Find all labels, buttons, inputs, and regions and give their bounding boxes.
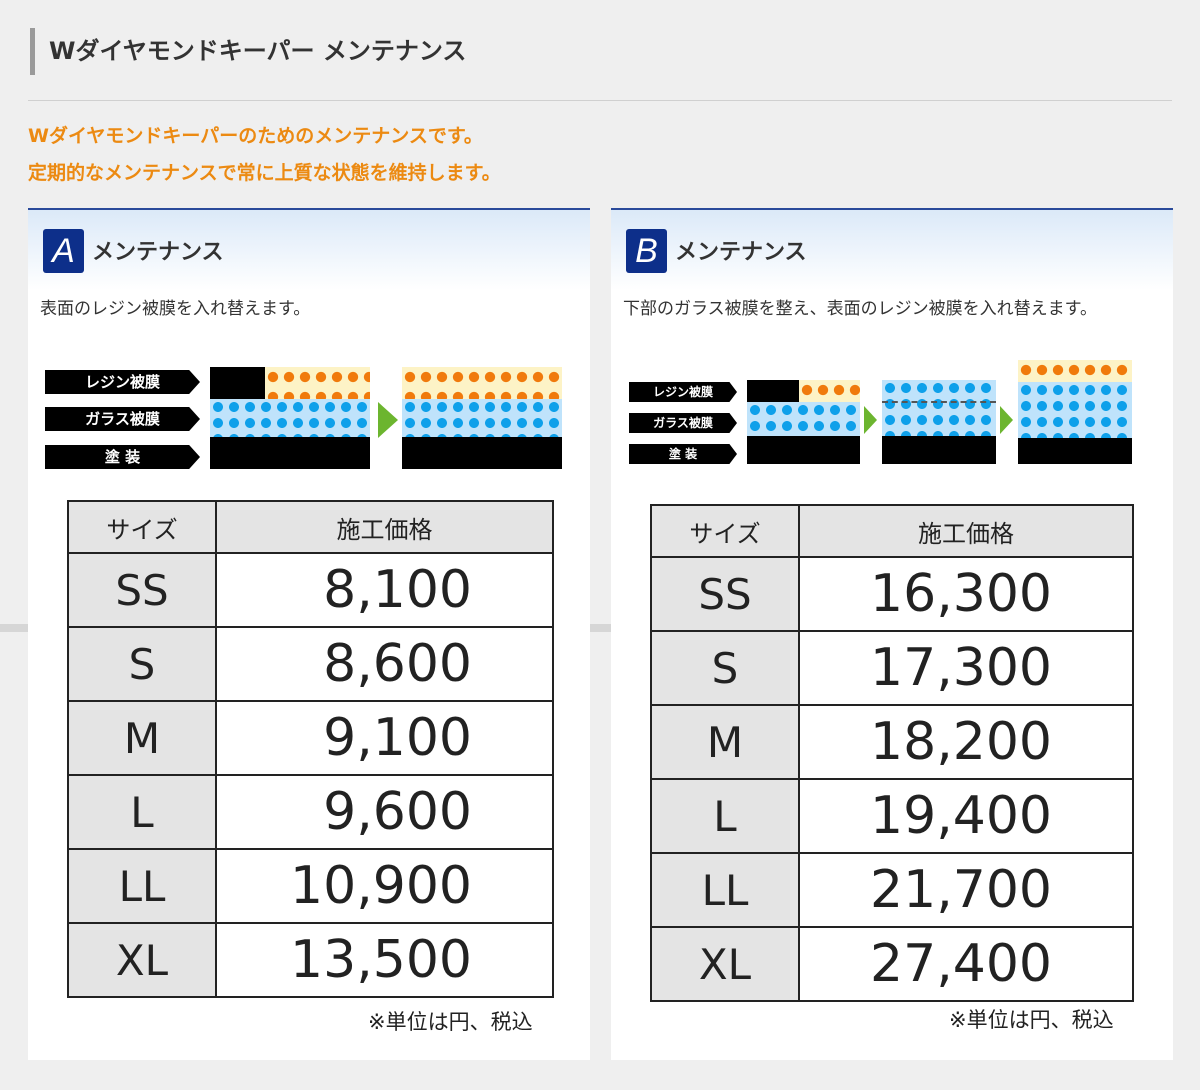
table-row: S 17,300: [650, 630, 1134, 706]
price-cell: 9,100: [215, 700, 554, 776]
price-cell: 13,500: [215, 922, 554, 998]
table-row: XL 27,400: [650, 926, 1134, 1002]
price-cell: 8,600: [215, 626, 554, 702]
column-header: 施工価格: [215, 500, 554, 554]
badge-b: B: [626, 229, 667, 273]
size-cell: M: [67, 700, 217, 776]
panel-description: 下部のガラス被膜を整え、表面のレジン被膜を入れ替えます。: [623, 299, 1097, 319]
size-cell: XL: [67, 922, 217, 998]
layer-label-paint: 塗 装: [45, 445, 200, 469]
size-cell: M: [650, 704, 800, 780]
size-cell: S: [650, 630, 800, 706]
after-illustration: [402, 367, 562, 469]
column-header: 施工価格: [798, 504, 1134, 558]
middle-illustration: [882, 380, 996, 464]
price-cell: 8,100: [215, 552, 554, 628]
column-header: サイズ: [67, 500, 217, 554]
before-illustration: [747, 380, 860, 464]
layer-label-glass: ガラス被膜: [45, 407, 200, 431]
size-cell: S: [67, 626, 217, 702]
layer-label-resin: レジン被膜: [45, 370, 200, 394]
intro-line-1: Wダイヤモンドキーパーのためのメンテナンスです。: [28, 125, 483, 147]
price-cell: 27,400: [798, 926, 1134, 1002]
price-note: ※単位は円、税込: [949, 1008, 1114, 1032]
before-illustration: [210, 367, 370, 469]
table-row: M 9,100: [67, 700, 554, 776]
table-row: S 8,600: [67, 626, 554, 702]
layer-label-paint: 塗 装: [629, 444, 737, 464]
price-cell: 21,700: [798, 852, 1134, 928]
size-cell: LL: [650, 852, 800, 928]
badge-a: A: [43, 229, 84, 273]
table-row: XL 13,500: [67, 922, 554, 998]
price-cell: 16,300: [798, 556, 1134, 632]
panel-description: 表面のレジン被膜を入れ替えます。: [40, 299, 311, 319]
size-cell: LL: [67, 848, 217, 924]
size-cell: XL: [650, 926, 800, 1002]
price-table: サイズ 施工価格 SS 16,300 S 17,300 M 18,200 L 19,400…: [650, 504, 1134, 1002]
maintenance-a-panel: A メンテナンス 表面のレジン被膜を入れ替えます。 レジン被膜 ガラス被膜 塗 …: [28, 208, 590, 1060]
price-cell: 10,900: [215, 848, 554, 924]
table-row: L 19,400: [650, 778, 1134, 854]
size-cell: L: [67, 774, 217, 850]
table-row: SS 8,100: [67, 552, 554, 628]
page-title: Wダイヤモンドキーパー メンテナンス: [30, 28, 466, 75]
column-header: サイズ: [650, 504, 800, 558]
layer-label-resin: レジン被膜: [629, 382, 737, 402]
arrow-right-icon: [378, 402, 398, 438]
size-cell: L: [650, 778, 800, 854]
table-row: SS 16,300: [650, 556, 1134, 632]
maintenance-b-panel: B メンテナンス 下部のガラス被膜を整え、表面のレジン被膜を入れ替えます。 レジ…: [611, 208, 1173, 1060]
price-cell: 17,300: [798, 630, 1134, 706]
table-row: L 9,600: [67, 774, 554, 850]
intro-line-2: 定期的なメンテナンスで常に上質な状態を維持します。: [28, 162, 501, 184]
after-illustration: [1018, 360, 1132, 464]
arrow-right-icon: [864, 406, 877, 434]
table-row: M 18,200: [650, 704, 1134, 780]
panel-title: メンテナンス: [675, 240, 807, 265]
table-row: LL 10,900: [67, 848, 554, 924]
size-cell: SS: [67, 552, 217, 628]
price-cell: 18,200: [798, 704, 1134, 780]
size-cell: SS: [650, 556, 800, 632]
layer-label-glass: ガラス被膜: [629, 413, 737, 433]
divider: [0, 624, 28, 632]
price-cell: 9,600: [215, 774, 554, 850]
divider: [28, 100, 1172, 101]
panel-title: メンテナンス: [92, 240, 224, 265]
price-cell: 19,400: [798, 778, 1134, 854]
arrow-right-icon: [1000, 406, 1013, 434]
price-table: サイズ 施工価格 SS 8,100 S 8,600 M 9,100 L 9,600 LL 1…: [67, 500, 554, 998]
table-row: LL 21,700: [650, 852, 1134, 928]
divider: [590, 624, 611, 632]
price-note: ※単位は円、税込: [368, 1010, 533, 1034]
